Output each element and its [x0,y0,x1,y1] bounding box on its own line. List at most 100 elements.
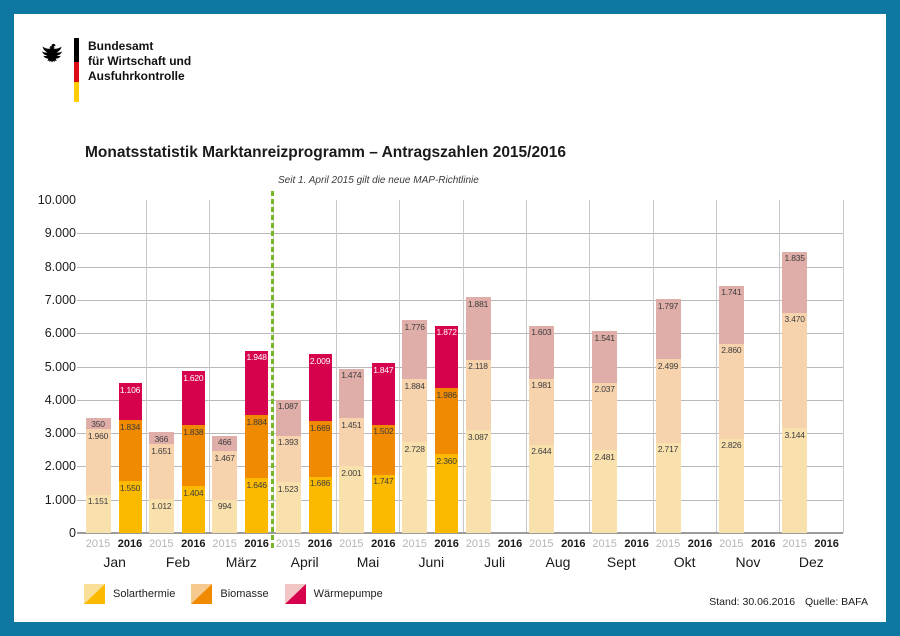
bar-segment-solarthermie-2016 [308,476,332,533]
bar-segment-biomasse-2016 [245,415,269,479]
year-label-2015: 2015 [592,538,617,550]
y-tick-label: 8.000 [44,259,76,274]
year-label-2016: 2016 [624,538,649,550]
month-label-juni: Juni [418,554,445,570]
bar-value-label: 2.481 [594,451,615,462]
y-tick-label: 7.000 [44,292,76,307]
bar-value-label: 1.741 [721,287,742,298]
bar-segment-solarthermie-2015 [212,499,238,533]
year-label-2016: 2016 [434,538,459,550]
legend-label: Wärmepumpe [313,588,383,600]
legend-label: Biomasse [220,588,269,600]
bar-segment-w-rmepumpe-2015 [212,435,238,452]
month-separator [525,200,527,533]
bar-value-label: 1.884 [404,380,425,391]
month-separator [779,200,781,533]
month-separator [145,200,147,533]
y-tick-label: 9.000 [44,226,76,241]
bar-value-label: 1.603 [531,327,552,338]
flag-red-band [74,62,79,82]
bar-value-label: 1.404 [183,487,204,498]
bar-value-label: 1.881 [467,298,489,309]
bar-segment-w-rmepumpe-2015 [275,399,301,436]
y-axis-labels: 0 1.000 2.000 3.000 4.000 5.000 6.000 7.000 8.00… [18,193,76,540]
year-label-2016: 2016 [814,538,839,550]
x-axis-labels: 2015 2016 Jan 2015 2016 Feb 2015 2016 März 2015 20… [83,538,843,578]
bar-value-label: 3.087 [467,431,489,442]
bar-value-label: 2.001 [341,467,362,478]
bar-segment-biomasse-2016 [371,424,395,475]
org-name: Bundesamt für Wirtschaft und Ausfuhrkont… [88,38,191,84]
gridline-h [77,399,843,401]
year-label-2016: 2016 [181,538,206,550]
year-label-2015: 2015 [782,538,807,550]
bar-value-label: 2.118 [468,361,488,372]
bar-segment-biomasse-2016 [435,388,459,455]
year-label-2016: 2016 [244,538,269,550]
month-separator [462,200,464,533]
bar-segment-w-rmepumpe-2015 [402,320,428,380]
bar-value-label: 1.747 [373,476,394,487]
bar-value-label: 1.797 [657,300,679,311]
org-name-line-1: Bundesamt [88,39,154,53]
bar-value-label: 1.087 [277,401,299,412]
gridline-h [77,233,843,235]
year-label-2015: 2015 [529,538,554,550]
chart-legend: Solarthermie Biomasse Wärmepumpe [84,584,383,604]
bar-value-label: 3.470 [784,314,805,325]
bar-segment-w-rmepumpe-2015 [465,297,491,360]
year-label-2016: 2016 [497,538,523,550]
gridline-h [77,433,843,435]
year-label-2015: 2015 [465,538,491,550]
bar-segment-solarthermie-2015 [528,444,554,533]
bar-segment-biomasse-2015 [718,343,744,439]
bar-segment-biomasse-2015 [402,379,428,443]
bar-segment-w-rmepumpe-2015 [338,368,364,419]
year-label-2016: 2016 [117,538,143,550]
y-tick-label: 6.000 [44,326,76,341]
month-separator [842,200,844,533]
bar-value-label: 1.884 [246,416,267,427]
bar-value-label: 1.012 [151,500,172,511]
bar-value-label: 1.467 [214,452,235,463]
bar-value-label: 350 [91,419,105,430]
bar-value-label: 1.550 [119,482,141,493]
map-richtlinie-divider-line [271,191,274,549]
bar-segment-solarthermie-2015 [275,482,301,533]
year-label-2016: 2016 [561,538,586,550]
year-label-2015: 2015 [719,538,744,550]
month-label-jan: Jan [103,554,126,570]
org-name-line-2: für Wirtschaft und [88,54,192,68]
y-tick-label: 5.000 [44,359,76,374]
gridline-h [77,499,843,501]
flag-gold-band [74,82,79,102]
gridline-h [77,466,843,468]
month-separator [209,200,211,533]
bar-value-label: 1.451 [341,419,362,430]
bar-value-label: 2.499 [657,360,679,371]
bar-value-label: 1.986 [436,389,457,400]
bar-value-label: 1.838 [183,426,204,437]
year-label-2016: 2016 [371,538,396,550]
legend-item-w-rmepumpe: Wärmepumpe [284,584,383,604]
page-title: Monatsstatistik Marktanreizprogramm – An… [85,144,566,161]
bar-segment-solarthermie-2015 [782,428,808,533]
bar-segment-biomasse-2015 [85,429,111,495]
month-label-nov: Nov [735,554,761,570]
bar-value-label: 1.620 [183,372,204,383]
bar-segment-biomasse-2015 [148,444,174,500]
bar-segment-w-rmepumpe-2016 [245,350,269,416]
stacked-bar-chart-plot: 1.151 1.960 350 1.550 1.834 1.106 1.012 1.651 36… [77,191,844,549]
month-label-juli: Juli [484,554,506,570]
bar-value-label: 1.948 [246,352,267,363]
bar-segment-biomasse-2015 [782,312,808,429]
y-tick-label: 0 [69,526,76,540]
gridline-h [77,366,843,368]
bar-segment-w-rmepumpe-2015 [148,432,174,445]
month-separator [335,200,337,533]
bar-segment-biomasse-2015 [465,359,491,431]
flag-black-band [74,38,79,62]
bar-segment-solarthermie-2015 [718,438,744,533]
bar-segment-w-rmepumpe-2016 [371,363,395,425]
